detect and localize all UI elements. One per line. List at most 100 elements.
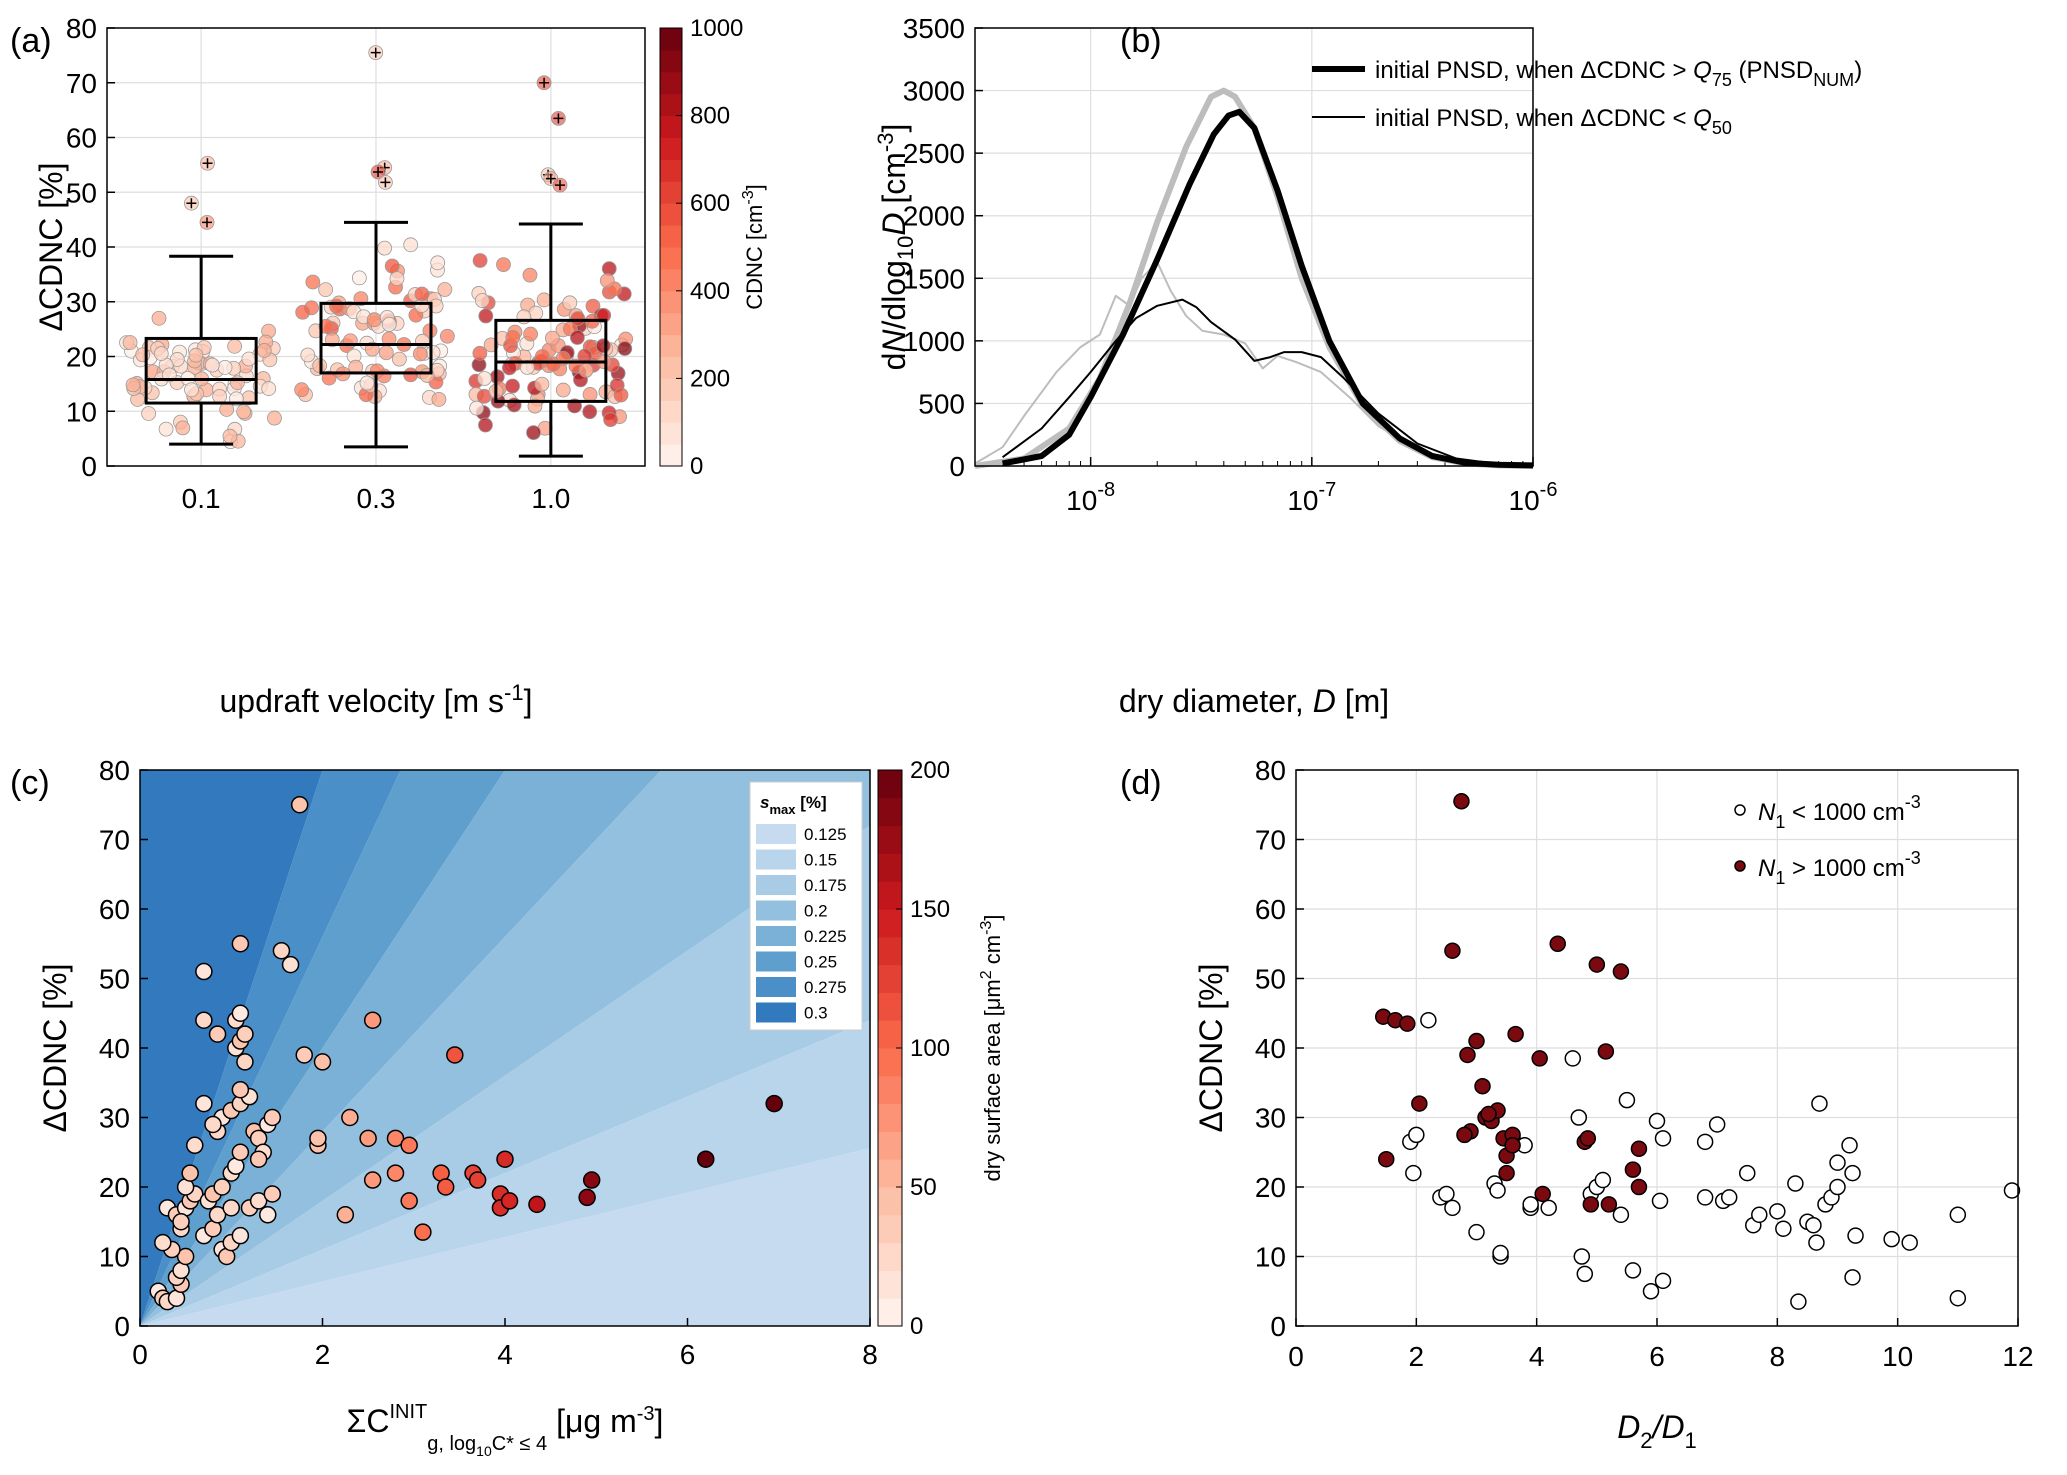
panel-c-data-point <box>313 1053 332 1071</box>
panel-c-colorbar-swatch <box>878 1214 902 1244</box>
panel-c-data-point <box>231 1080 250 1099</box>
panel-d-data-point-high <box>1549 935 1566 952</box>
panel-a-data-point <box>474 293 490 308</box>
panel-d-data-point-high <box>1444 942 1461 959</box>
panel-a-data-point <box>122 335 138 350</box>
panel-b-y-axis-label: dN/dlog10D [cm-3] <box>873 124 918 371</box>
panel-c-ytick-label: 30 <box>99 1103 130 1134</box>
panel-d-data-point-low <box>1648 1112 1666 1130</box>
panel-d-data-point-low <box>1618 1091 1636 1109</box>
panel-d-data-point-low <box>1624 1262 1642 1279</box>
panel-a-ytick-label: 30 <box>66 287 97 318</box>
panel-c-data-point <box>309 1129 327 1148</box>
panel-c-label: (c) <box>10 764 50 802</box>
panel-d-data-point-high <box>1480 1105 1497 1123</box>
panel-c-data-point <box>500 1192 519 1210</box>
panel-c-data-point <box>363 1011 382 1029</box>
panel-a-data-point <box>412 346 428 362</box>
panel-a-data-point <box>256 343 272 358</box>
panel-a-data-point <box>175 420 191 436</box>
panel-b: 0 500 1000 1500 2000 2500 3000 3500 10-8 10-7 10-6… <box>873 13 1862 719</box>
panel-b-series-line-thin-grey <box>974 261 1534 467</box>
panel-d-data-point-high <box>1399 1015 1416 1032</box>
panel-c-data-point <box>341 1108 359 1127</box>
panel-a-box <box>144 336 258 405</box>
panel-c-colorbar-swatch <box>878 770 902 799</box>
panel-c-data-point <box>468 1171 487 1189</box>
panel-a-data-point <box>222 428 238 444</box>
panel-d-data-point-low <box>1564 1050 1582 1067</box>
panel-a-colorbar-swatch <box>660 71 682 95</box>
panel-a-data-point <box>570 311 586 326</box>
panel-a-flier-marker <box>186 198 197 209</box>
panel-d-data-point-low <box>1708 1116 1726 1133</box>
panel-d-xtick-label: 10 <box>1882 1341 1913 1372</box>
panel-a-colorbar-swatch <box>660 49 682 73</box>
panel-a-colorbar-swatch <box>660 444 682 467</box>
panel-d-ytick-label: 70 <box>1255 825 1286 856</box>
panel-a-flier-marker <box>545 173 556 184</box>
panel-d-ytick-label: 30 <box>1255 1103 1286 1134</box>
panel-d-label: (d) <box>1120 764 1162 802</box>
panel-d-data-point-high <box>1630 1140 1648 1158</box>
panel-a-data-point <box>389 271 405 286</box>
panel-c-xtick-label: 6 <box>680 1339 696 1370</box>
panel-a-data-point <box>359 375 375 391</box>
panel-c-legend-swatch <box>756 900 796 921</box>
panel-b-ytick-label: 1000 <box>903 326 965 357</box>
panel-c-contour-band <box>140 1148 870 1326</box>
panel-a-colorbar-tick-label: 600 <box>690 190 730 217</box>
panel-c-colorbar-swatch <box>878 936 902 966</box>
panel-a-flier-marker <box>202 217 213 228</box>
panel-c-data-point <box>295 1046 313 1064</box>
panel-c-y-axis-label: ΔCDNC [%] <box>37 964 73 1133</box>
panel-c-legend-label: 0.125 <box>804 825 847 844</box>
panel-c-colorbar-tick-label: 150 <box>910 896 950 923</box>
panel-a-colorbar-swatch <box>660 312 682 336</box>
panel-c-legend-label: 0.2 <box>804 902 828 921</box>
panel-c-legend-label: 0.175 <box>804 876 847 895</box>
panel-a-data-point <box>212 389 228 404</box>
panel-d-data-point-low <box>1438 1185 1455 1203</box>
panel-c-colorbar-tick-label: 50 <box>910 1174 937 1201</box>
panel-a-flier-marker <box>202 158 213 169</box>
panel-a-data-point <box>366 312 382 328</box>
panel-a-colorbar-tick-label: 200 <box>690 365 730 392</box>
panel-b-legend-label-thick: initial PNSD, when ΔCDNC > Q75 (PNSDNUM) <box>1375 57 1862 90</box>
panel-c-data-point <box>281 955 300 974</box>
panel-d-data-point-low <box>1405 1164 1422 1182</box>
panel-d-data-point-low <box>1829 1154 1846 1171</box>
panel-a-y-axis-label: ΔCDNC [%] <box>33 163 69 332</box>
panel-a-data-point <box>472 253 488 268</box>
panel-c-ytick-label: 80 <box>99 755 130 786</box>
panel-a-colorbar-swatch <box>660 290 682 314</box>
panel-d-data-point-low <box>1769 1203 1786 1220</box>
panel-b-ytick-label: 2000 <box>903 201 965 232</box>
panel-d-data-point-high <box>1504 1137 1521 1154</box>
panel-b-x-axis-label: dry diameter, D [m] <box>1119 683 1389 719</box>
panel-c-colorbar-swatch <box>878 1075 902 1105</box>
panel-a-data-point <box>217 360 233 375</box>
panel-c-legend-swatch <box>756 951 796 972</box>
panel-a-data-point <box>582 387 598 402</box>
panel-d-data-point-high <box>1600 1196 1618 1213</box>
panel-d-data-point-low <box>1808 1234 1825 1251</box>
panel-a-data-point <box>585 298 601 314</box>
panel-a-ytick-label: 60 <box>66 123 97 154</box>
panel-c-colorbar-tick-label: 0 <box>910 1313 923 1340</box>
panel-d-data-point-low <box>1420 1011 1437 1029</box>
panel-a-flier-marker <box>555 180 566 191</box>
panel-a-data-point <box>318 318 334 334</box>
panel-d-data-point-low <box>1901 1234 1918 1251</box>
panel-c-data-point <box>195 962 213 981</box>
panel-c-frame <box>139 769 871 1327</box>
panel-d-ytick-label: 0 <box>1270 1311 1286 1342</box>
panel-a-data-point <box>617 341 633 356</box>
panel-d-xtick-label: 0 <box>1288 1341 1304 1372</box>
panel-c-colorbar-tick-label: 200 <box>910 757 950 784</box>
panel-b-ytick-label: 0 <box>949 451 965 482</box>
panel-d-xtick-label: 8 <box>1770 1341 1786 1372</box>
panel-c-data-point <box>231 1226 250 1245</box>
panel-c-data-point <box>231 935 250 953</box>
